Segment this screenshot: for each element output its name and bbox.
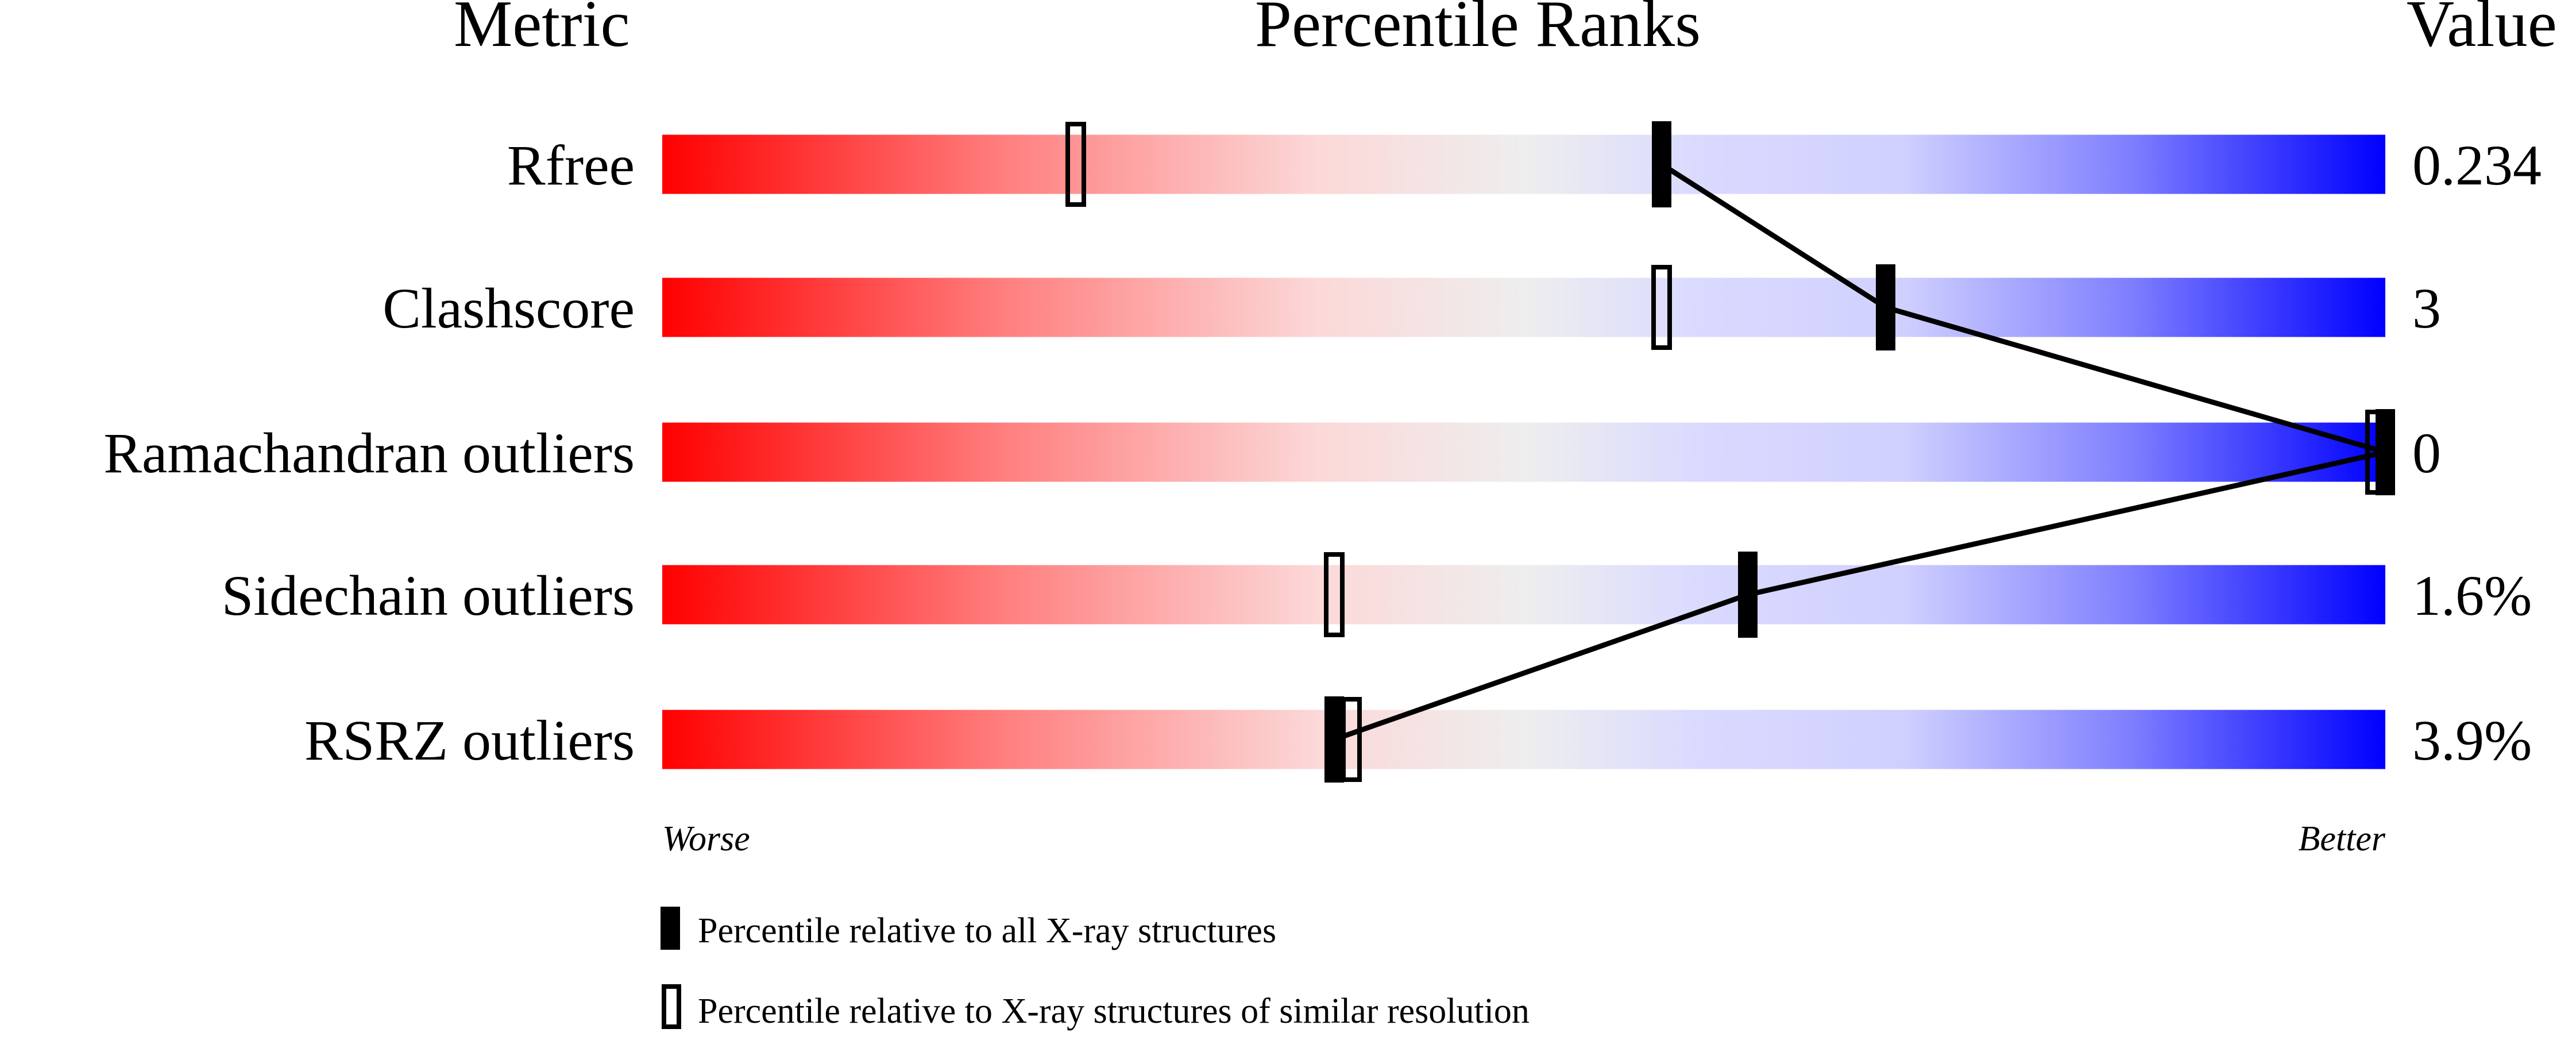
similar-resolution-marker [1324,552,1345,637]
metric-row: Rfree 0.234 [507,133,2542,197]
percentile-bar [662,422,2385,482]
similar-resolution-marker [1651,265,1672,350]
connector-line [1333,592,1749,742]
legend-filled-marker [661,907,680,950]
metric-label: RSRZ outliers [304,708,635,772]
all-structures-marker [1738,552,1758,638]
axis-better-label: Better [2299,819,2386,858]
metric-label: Sidechain outliers [222,564,635,627]
similar-resolution-marker [1065,122,1086,207]
legend-open-marker [662,984,681,1029]
connector-line [1747,449,2386,598]
metric-row: Sidechain outliers 1.6% [222,564,2532,627]
metric-row: RSRZ outliers 3.9% [304,708,2532,772]
metric-value: 1.6% [2412,564,2532,627]
legend-similar-resolution: Percentile relative to X-ray structures … [698,992,1530,1031]
axis-worse-label: Worse [662,819,750,858]
metric-row: Clashscore 3 [383,276,2441,340]
metric-label: Clashscore [383,276,635,340]
metric-value: 0 [2412,421,2441,485]
metric-label: Rfree [507,133,635,197]
all-structures-marker [1324,696,1344,783]
header-percentile-ranks: Percentile Ranks [1255,0,1701,60]
percentile-bar [662,565,2385,625]
connector-line [1660,162,1887,310]
header-value: Value [2407,0,2557,60]
all-structures-marker [2376,409,2395,495]
legend-all-structures: Percentile relative to all X-ray structu… [698,911,1276,950]
metric-value: 0.234 [2412,133,2542,197]
all-structures-marker [1652,121,1671,207]
header-metric: Metric [454,0,630,60]
metric-label: Ramachandran outliers [103,421,635,485]
metric-value: 3.9% [2412,708,2532,772]
metric-row: Ramachandran outliers 0 [103,421,2441,485]
all-structures-marker [1876,264,1895,350]
percentile-bar [662,134,2385,194]
metric-value: 3 [2412,276,2441,340]
percentile-bar [662,710,2385,769]
connector-line [1884,305,2386,455]
percentile-bar [662,278,2385,337]
